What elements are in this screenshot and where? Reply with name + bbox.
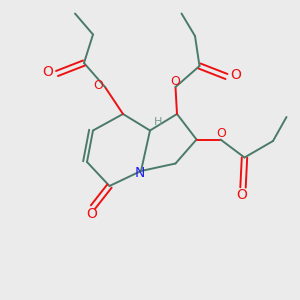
Text: O: O [94,79,103,92]
Text: H: H [154,117,163,127]
Text: O: O [43,65,53,79]
Text: O: O [216,127,226,140]
Text: O: O [86,208,97,221]
Text: O: O [230,68,241,82]
Text: N: N [134,167,145,180]
Text: O: O [170,75,180,88]
Text: O: O [236,188,247,202]
